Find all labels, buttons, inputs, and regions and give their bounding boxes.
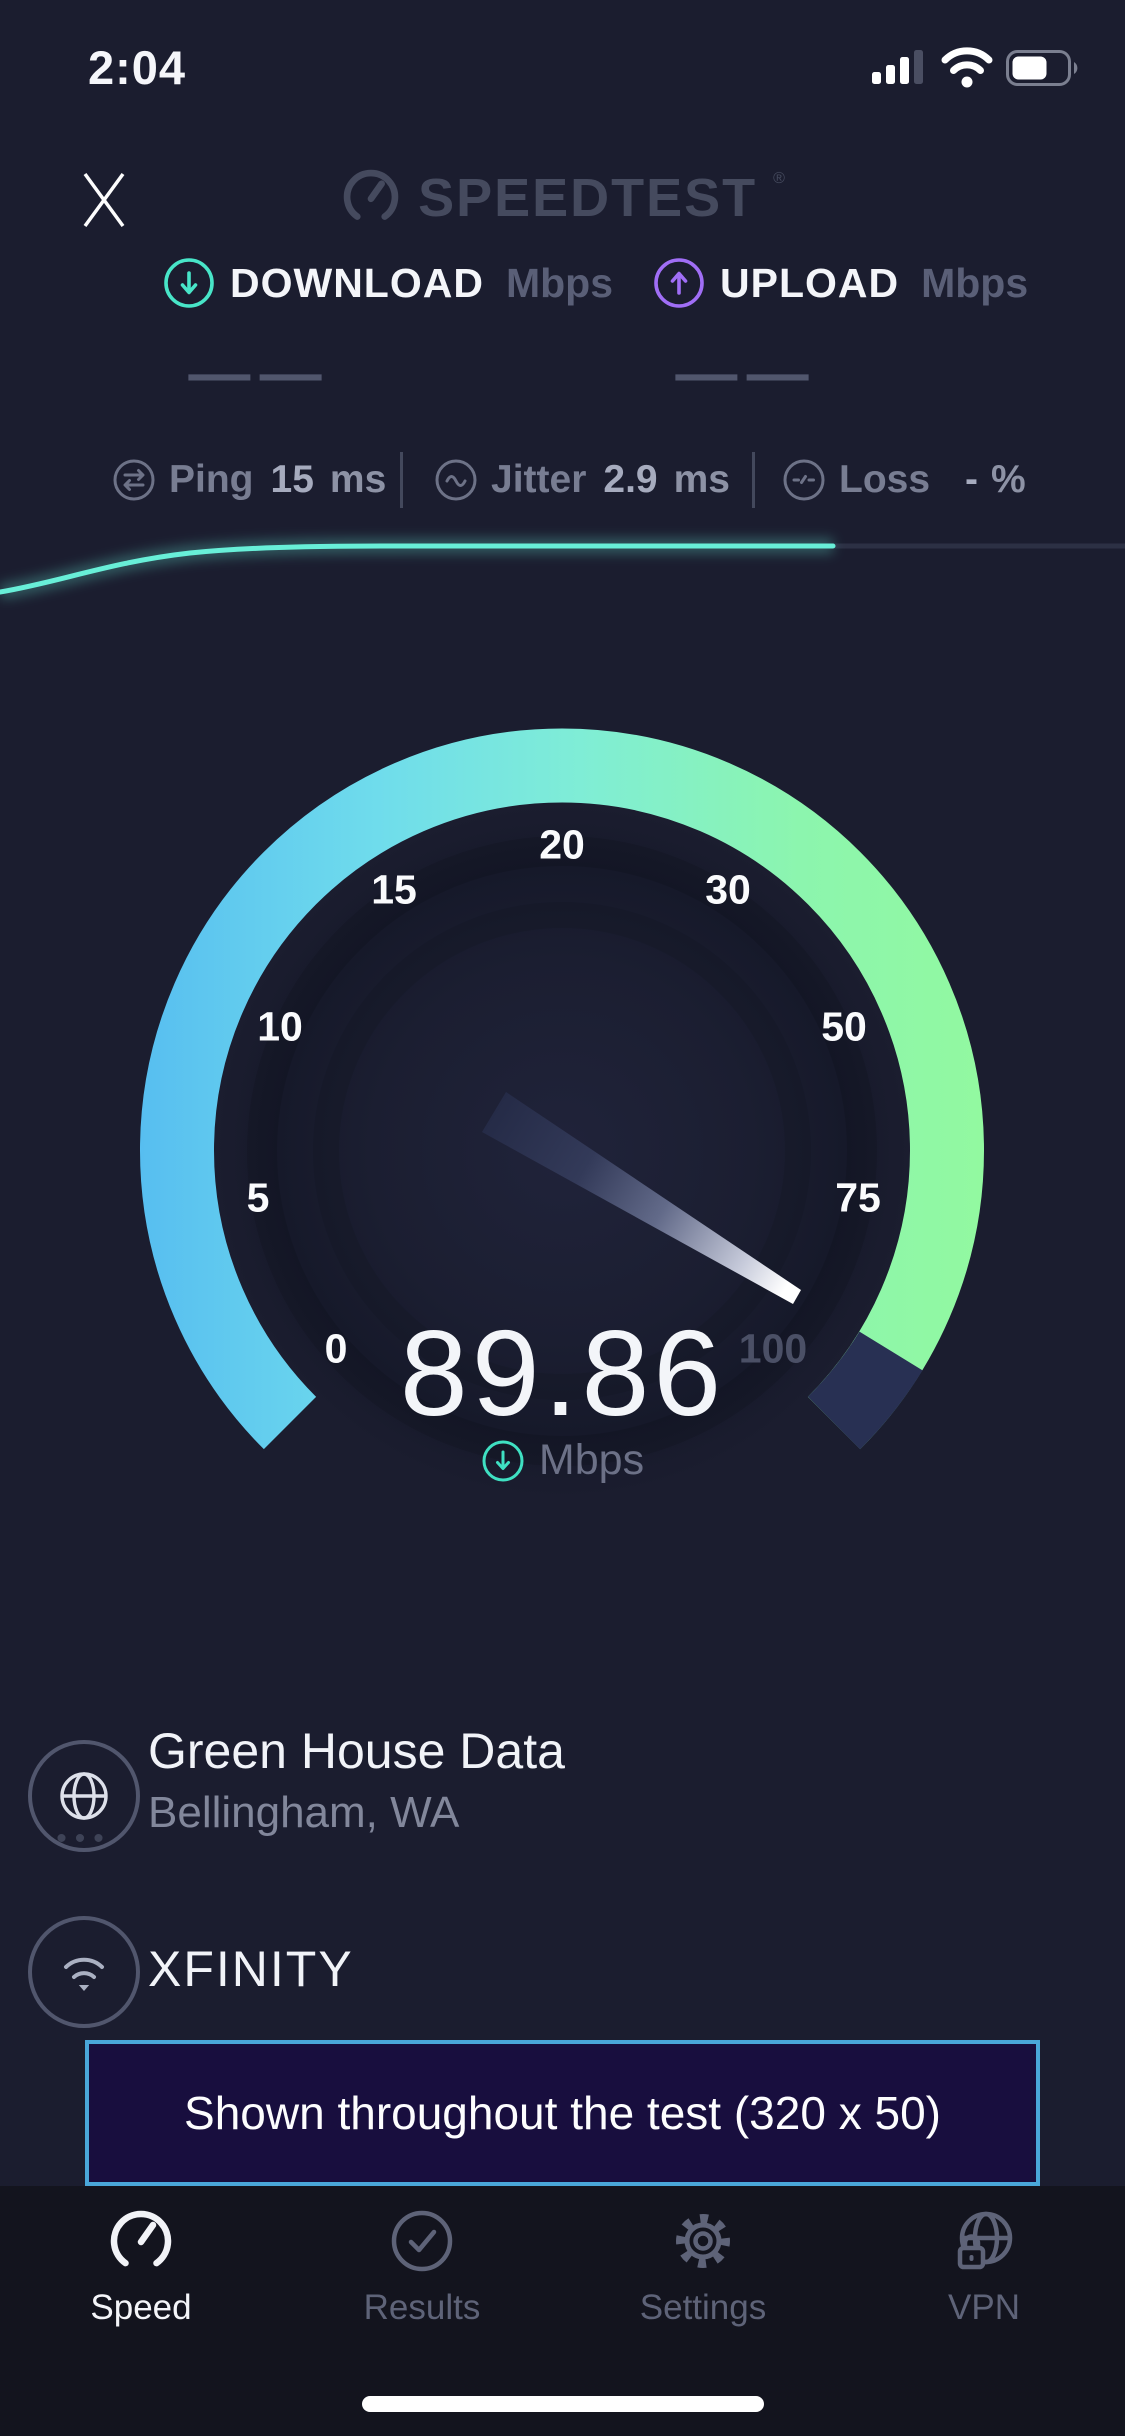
tab-bar: [0, 2186, 1125, 2436]
loss-unit: %: [991, 458, 1026, 501]
tab-settings[interactable]: Settings: [593, 2206, 813, 2328]
speedtest-logo-icon: [343, 169, 399, 220]
ad-banner-text: Shown throughout the test (320 x 50): [184, 2087, 941, 2139]
jitter-icon: [435, 459, 477, 501]
speedtest-logo-text: SPEEDTEST: [418, 168, 758, 228]
upload-arrow-icon: [654, 258, 704, 308]
ad-banner[interactable]: Shown throughout the test (320 x 50): [85, 2040, 1040, 2186]
home-indicator[interactable]: [362, 2396, 764, 2412]
gauge-value: 89.86: [399, 1305, 726, 1441]
gauge-scale-label: 100: [738, 1325, 808, 1372]
tab-speed[interactable]: Speed: [31, 2206, 251, 2328]
ping-label: Ping: [169, 458, 254, 501]
gauge-arc-filled: [140, 728, 984, 1450]
wifi-small-icon: [64, 1957, 104, 1992]
tab-label: Results: [363, 2288, 481, 2327]
ping-stat: Ping 15 ms: [112, 450, 386, 510]
stat-divider: [400, 452, 403, 508]
gauge-scale-label: 5: [246, 1174, 270, 1221]
speed-gauge: [140, 728, 984, 1498]
loss-label: Loss: [839, 458, 931, 501]
status-bar-time: 2:04: [88, 41, 187, 94]
jitter-unit: ms: [673, 458, 730, 501]
upload-metric: UPLOAD Mbps: [652, 256, 1028, 310]
tab-vpn[interactable]: VPN: [874, 2206, 1094, 2328]
ping-value: 15: [270, 458, 314, 501]
gauge-needle: [482, 1092, 801, 1304]
vpn-globe-lock-icon: [957, 2211, 1013, 2270]
gauge-scale-label: 30: [705, 866, 751, 913]
gauge-unit-row: Mbps: [0, 1436, 1125, 1485]
close-button[interactable]: [64, 158, 144, 242]
ping-icon: [113, 459, 155, 501]
speedtest-logo: SPEEDTEST ®: [0, 166, 1125, 230]
upload-unit: Mbps: [921, 259, 1029, 306]
tab-label: VPN: [948, 2288, 1020, 2327]
download-label: DOWNLOAD: [230, 259, 484, 306]
wifi-icon: [941, 47, 993, 88]
server-more-button[interactable]: •••: [56, 1822, 112, 1855]
ping-unit: ms: [329, 458, 387, 501]
check-circle-icon: [391, 2210, 453, 2272]
download-arrow-icon: [482, 1440, 524, 1481]
gauge-arc-remaining: [807, 1331, 923, 1450]
tab-results[interactable]: Results: [312, 2206, 532, 2328]
gauge-scale-label: 50: [821, 1003, 867, 1050]
trademark-mark: ®: [773, 170, 785, 187]
cellular-signal-icon: [872, 50, 923, 84]
server-globe-badge: [28, 1740, 140, 1852]
gauge-scale-label: 10: [257, 1003, 303, 1050]
gauge-scale-label: 20: [539, 821, 585, 868]
download-unit: Mbps: [505, 259, 614, 306]
isp-wifi-badge: [28, 1916, 140, 2028]
jitter-label: Jitter: [491, 458, 587, 501]
jitter-stat: Jitter 2.9 ms: [434, 450, 730, 510]
tab-label: Speed: [90, 2288, 192, 2327]
download-arrow-icon: [164, 258, 214, 308]
gear-icon: [676, 2214, 730, 2268]
gauge-unit: Mbps: [538, 1436, 645, 1484]
gauge-scale-label: 0: [324, 1325, 348, 1372]
throughput-graph: [0, 538, 1125, 600]
upload-label: UPLOAD: [720, 259, 900, 306]
tab-label: Settings: [639, 2288, 767, 2327]
server-location: Bellingham, WA: [148, 1788, 460, 1837]
loss-value: -: [965, 458, 979, 501]
loss-stat: Loss - %: [782, 450, 1026, 510]
stat-divider: [752, 452, 755, 508]
isp-name: XFINITY: [148, 1941, 354, 1997]
close-icon: [83, 172, 125, 228]
speedometer-icon: [110, 2210, 172, 2267]
download-metric: DOWNLOAD Mbps: [162, 256, 613, 310]
gauge-scale-label: 75: [835, 1174, 881, 1221]
gauge-scale-label: 15: [371, 866, 417, 913]
jitter-value: 2.9: [603, 458, 658, 501]
globe-icon: [60, 1772, 108, 1820]
battery-icon: [1006, 50, 1078, 86]
loss-icon: [783, 459, 825, 501]
server-name: Green House Data: [148, 1723, 565, 1779]
upload-value-placeholder: — —: [675, 339, 808, 408]
download-value-placeholder: — —: [188, 339, 321, 408]
